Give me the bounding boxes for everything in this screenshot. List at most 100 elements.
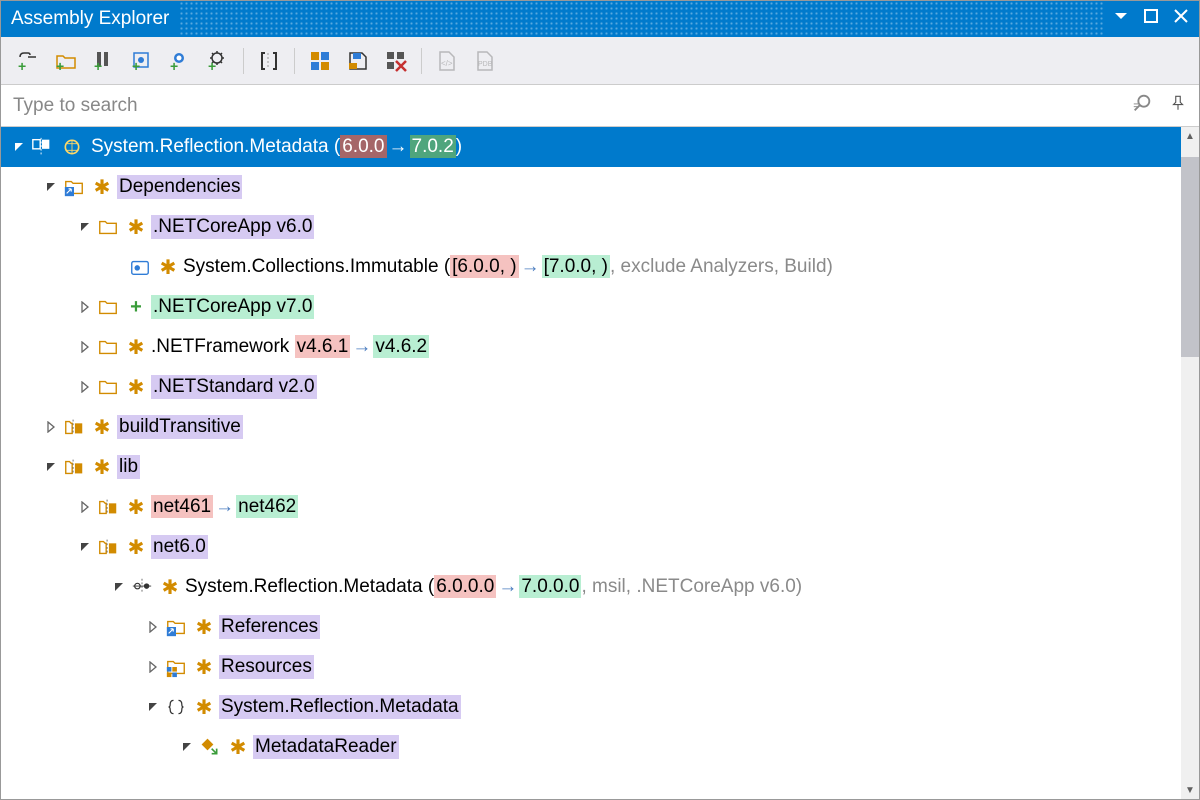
expander-icon[interactable] xyxy=(77,219,93,235)
scroll-thumb[interactable] xyxy=(1181,157,1199,357)
node-label: Dependencies xyxy=(117,175,242,199)
node-references[interactable]: ✱ References xyxy=(1,607,1181,647)
tb-add-symbol-icon[interactable]: + xyxy=(163,44,197,78)
expander-icon[interactable] xyxy=(77,299,93,315)
close-icon[interactable] xyxy=(1173,8,1189,30)
node-label: MetadataReader xyxy=(253,735,399,759)
node-label: lib xyxy=(117,455,140,479)
expander-icon[interactable] xyxy=(145,659,161,675)
add-marker: + xyxy=(127,296,145,319)
svg-text:+: + xyxy=(18,58,26,73)
node-netstandard[interactable]: ✱ .NETStandard v2.0 xyxy=(1,367,1181,407)
svg-text:+: + xyxy=(170,58,178,73)
class-icon xyxy=(199,736,221,758)
tb-save-icon[interactable] xyxy=(341,44,375,78)
node-class[interactable]: ✱ MetadataReader xyxy=(1,727,1181,767)
assembly-diff-icon xyxy=(131,576,153,598)
svg-text:+: + xyxy=(56,58,64,73)
pin-icon[interactable] xyxy=(1169,94,1187,117)
titlebar: Assembly Explorer xyxy=(1,1,1199,37)
node-netcoreapp7[interactable]: + .NETCoreApp v7.0 xyxy=(1,287,1181,327)
change-marker: ✱ xyxy=(93,455,111,480)
node-label: System.Reflection.Metadata xyxy=(219,695,461,719)
node-srm-assembly[interactable]: ✱ System.Reflection.Metadata (6.0.0.0→7.… xyxy=(1,567,1181,607)
tb-pdb-icon[interactable]: PDB xyxy=(468,44,502,78)
node-resources[interactable]: ✱ Resources xyxy=(1,647,1181,687)
window-title: Assembly Explorer xyxy=(11,8,169,30)
tree-root[interactable]: System.Reflection.Metadata (6.0.0→7.0.2) xyxy=(1,127,1181,167)
folder-shortcut-icon xyxy=(165,616,187,638)
node-label: System.Reflection.Metadata (6.0.0.0→7.0.… xyxy=(185,576,802,598)
titlebar-grip[interactable] xyxy=(179,1,1103,37)
tb-add-package-icon[interactable]: + xyxy=(125,44,159,78)
node-label: .NETFramework v4.6.1→v4.6.2 xyxy=(151,336,429,358)
svg-text:+: + xyxy=(208,58,216,73)
expander-icon[interactable] xyxy=(77,539,93,555)
svg-text:PDB: PDB xyxy=(478,61,493,68)
change-marker: ✱ xyxy=(93,415,111,440)
node-label: .NETCoreApp v6.0 xyxy=(151,215,314,239)
tb-brackets-icon[interactable] xyxy=(252,44,286,78)
change-marker: ✱ xyxy=(161,575,179,600)
node-dependencies[interactable]: ✱ Dependencies xyxy=(1,167,1181,207)
node-namespace[interactable]: ✱ System.Reflection.Metadata xyxy=(1,687,1181,727)
scroll-down-icon[interactable]: ▼ xyxy=(1181,781,1199,799)
window-options-icon[interactable] xyxy=(1113,8,1129,30)
package-icon xyxy=(61,136,83,158)
tb-remove-icon[interactable] xyxy=(379,44,413,78)
tb-add-folder-icon[interactable]: + xyxy=(49,44,83,78)
search-icon[interactable] xyxy=(1131,92,1153,119)
node-label: net461→net462 xyxy=(151,496,298,518)
node-net461[interactable]: ✱ net461→net462 xyxy=(1,487,1181,527)
scroll-up-icon[interactable]: ▲ xyxy=(1181,127,1199,145)
expander-icon[interactable] xyxy=(43,179,59,195)
change-marker: ✱ xyxy=(195,655,213,680)
node-label: References xyxy=(219,615,320,639)
change-marker: ✱ xyxy=(127,215,145,240)
tb-add-assembly-icon[interactable]: + xyxy=(87,44,121,78)
maximize-icon[interactable] xyxy=(1143,8,1159,30)
node-netframework[interactable]: ✱ .NETFramework v4.6.1→v4.6.2 xyxy=(1,327,1181,367)
node-lib[interactable]: ✱ lib xyxy=(1,447,1181,487)
expander-icon[interactable] xyxy=(43,419,59,435)
change-marker: ✱ xyxy=(127,535,145,560)
tb-grid-icon[interactable] xyxy=(303,44,337,78)
folder-icon xyxy=(97,296,119,318)
scrollbar[interactable]: ▲ ▼ xyxy=(1181,127,1199,799)
tb-open-icon[interactable]: + xyxy=(11,44,45,78)
folder-diff-icon xyxy=(63,456,85,478)
expander-icon[interactable] xyxy=(145,699,161,715)
expander-icon[interactable] xyxy=(179,739,195,755)
expander-icon[interactable] xyxy=(77,379,93,395)
folder-diff-icon xyxy=(63,416,85,438)
expander-icon[interactable] xyxy=(77,339,93,355)
search-input[interactable] xyxy=(13,95,1131,117)
search-bar xyxy=(1,85,1199,127)
folder-icon xyxy=(97,376,119,398)
expander-icon[interactable] xyxy=(77,499,93,515)
change-marker: ✱ xyxy=(159,255,177,280)
node-label: .NETStandard v2.0 xyxy=(151,375,317,399)
expander-icon[interactable] xyxy=(145,619,161,635)
folder-grid-icon xyxy=(165,656,187,678)
node-sci[interactable]: ✱ System.Collections.Immutable ([6.0.0, … xyxy=(1,247,1181,287)
node-buildtransitive[interactable]: ✱ buildTransitive xyxy=(1,407,1181,447)
expander-icon[interactable] xyxy=(111,579,127,595)
expander-icon[interactable] xyxy=(43,459,59,475)
toolbar: + + + + + + </> PDB xyxy=(1,37,1199,85)
node-label: Resources xyxy=(219,655,314,679)
svg-text:+: + xyxy=(132,58,140,73)
namespace-icon xyxy=(165,696,187,718)
folder-icon xyxy=(97,216,119,238)
node-label: net6.0 xyxy=(151,535,208,559)
tb-add-gear-icon[interactable]: + xyxy=(201,44,235,78)
folder-diff-icon xyxy=(97,536,119,558)
node-label: .NETCoreApp v7.0 xyxy=(151,295,314,319)
tb-xml-icon[interactable]: </> xyxy=(430,44,464,78)
svg-text:+: + xyxy=(94,58,102,73)
node-netcoreapp6[interactable]: ✱ .NETCoreApp v6.0 xyxy=(1,207,1181,247)
node-label: buildTransitive xyxy=(117,415,243,439)
change-marker: ✱ xyxy=(127,335,145,360)
expander-icon[interactable] xyxy=(11,139,27,155)
node-net60[interactable]: ✱ net6.0 xyxy=(1,527,1181,567)
